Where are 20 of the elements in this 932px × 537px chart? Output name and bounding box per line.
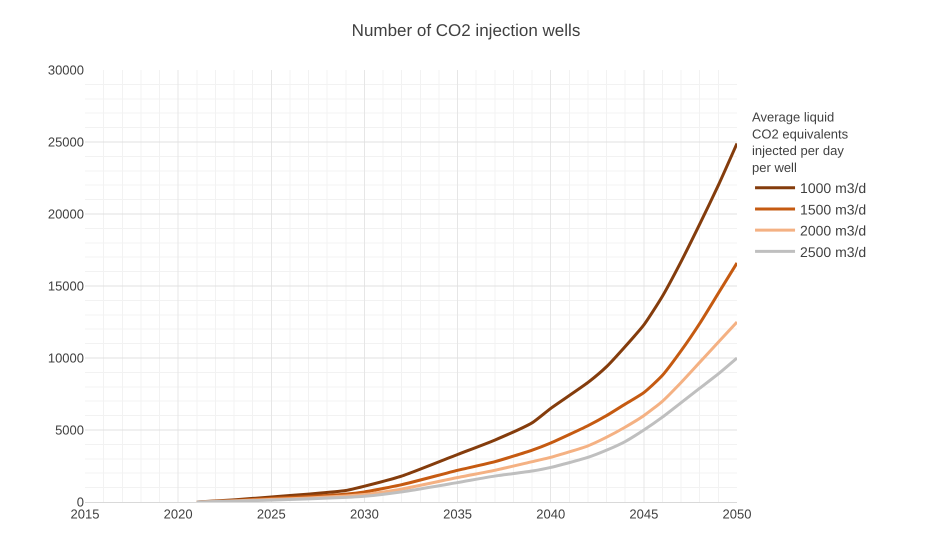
y-tick-label: 10000 (48, 350, 84, 366)
x-tick-label: 2040 (536, 506, 566, 522)
x-tick-label: 2020 (164, 506, 193, 522)
x-tick-label: 2050 (722, 506, 752, 522)
y-tick-label: 15000 (48, 278, 84, 294)
y-tick-label: 30000 (48, 62, 84, 78)
y-tick-label: 5000 (55, 422, 84, 438)
line-series (195, 356, 737, 502)
legend-label: 1500 m3/d (800, 201, 866, 218)
legend-label: 1000 m3/d (800, 180, 866, 196)
y-tick-label: 25000 (48, 134, 84, 150)
legend-label: 2500 m3/d (800, 244, 866, 260)
legend-title: Average liquid CO2 equivalents injected per day per well (752, 109, 849, 176)
x-tick-label: 2035 (443, 506, 472, 522)
chart-title: Number of CO2 injection wells (352, 21, 580, 40)
y-tick-label: 20000 (48, 206, 84, 222)
x-tick-label: 2025 (256, 506, 286, 522)
legend-label: 2000 m3/d (800, 222, 866, 239)
x-tick-label: 2030 (350, 506, 379, 522)
x-tick-label: 2045 (629, 506, 658, 522)
